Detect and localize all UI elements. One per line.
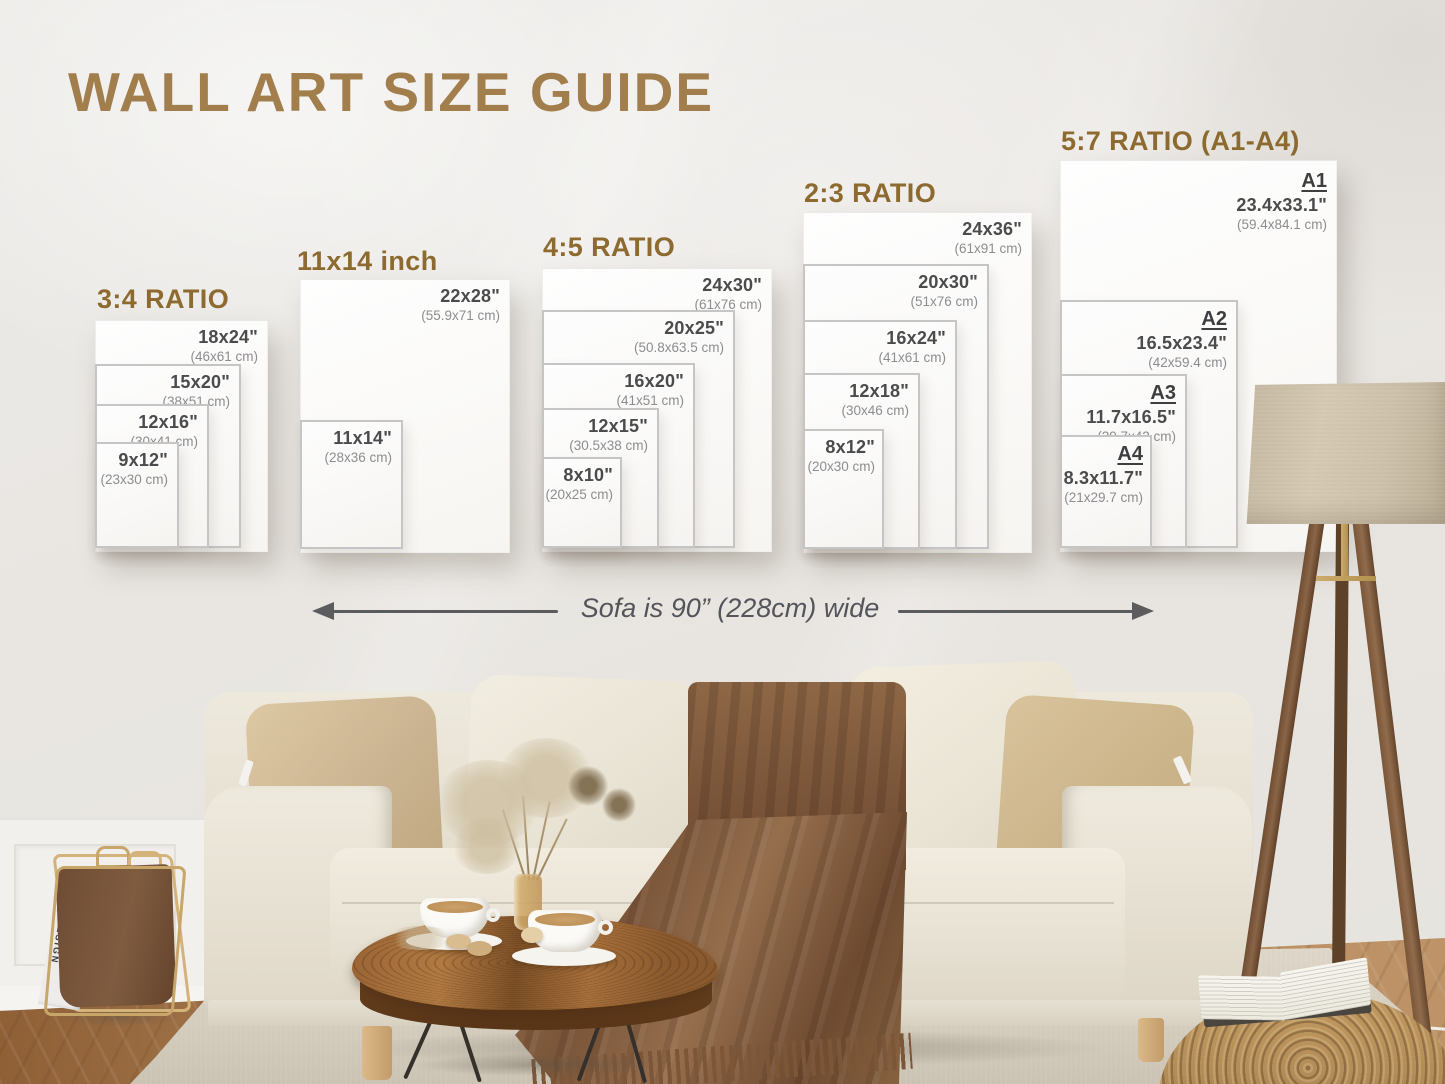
size-cm: (59.4x84.1 cm): [1236, 216, 1327, 232]
size-inches: 16.5x23.4": [1136, 333, 1227, 353]
macaron: [467, 941, 492, 956]
macaron: [446, 934, 471, 949]
arrow-line-right: [898, 610, 1134, 613]
size-cm: (41x61 cm): [878, 349, 946, 365]
size-inches: 23.4x33.1": [1236, 195, 1327, 215]
size-inches: 9x12": [118, 450, 168, 470]
dandelion-head: [568, 766, 608, 806]
page-title: WALL ART SIZE GUIDE: [68, 61, 715, 123]
cup-handle: [598, 920, 613, 935]
size-inches: 22x28": [440, 286, 500, 306]
size-cm: (55.9x71 cm): [421, 307, 500, 323]
size-cm: (30x46 cm): [841, 402, 909, 418]
size-cm: (30.5x38 cm): [569, 437, 648, 453]
poster-frame-a4: A4 8.3x11.7" (21x29.7 cm): [1060, 435, 1152, 548]
group-heading: 11x14 inch: [297, 246, 438, 276]
group-heading: 2:3 RATIO: [804, 178, 937, 208]
coffee-surface: [427, 901, 483, 913]
lamp-shade: [1246, 382, 1445, 524]
poster-frame-11x14: 11x14" (28x36 cm): [300, 420, 403, 549]
sofa-leg: [1138, 1018, 1164, 1062]
lamp-crossbar: [1316, 576, 1376, 581]
size-cm: (46x61 cm): [190, 348, 258, 364]
size-inches: 8x10": [563, 465, 613, 485]
size-inches: 8.3x11.7": [1063, 468, 1143, 488]
size-inches: 15x20": [170, 372, 230, 392]
size-cm: (41x51 cm): [616, 392, 684, 408]
poster-frame-8x12: 8x12" (20x30 cm): [803, 429, 884, 549]
arrow-line-left: [332, 610, 558, 613]
sofa-leg: [362, 1026, 392, 1080]
paper-size-code: A3: [1150, 382, 1176, 404]
size-cm: (50.8x63.5 cm): [633, 339, 724, 355]
size-inches: 8x12": [825, 437, 875, 457]
cup-handle: [486, 908, 500, 922]
arrow-right-icon: [1132, 602, 1154, 620]
size-inches: 24x30": [702, 275, 762, 295]
size-cm: (61x76 cm): [694, 296, 762, 312]
size-cm: (20x30 cm): [807, 458, 875, 474]
lamp-stem: [1341, 520, 1348, 580]
size-inches: 20x25": [664, 318, 724, 338]
table-shadow: [370, 1050, 710, 1080]
size-inches: 20x30": [918, 272, 978, 292]
size-cm: (51x76 cm): [910, 293, 978, 309]
group-heading: 3:4 RATIO: [97, 284, 230, 314]
size-inches: 12x18": [849, 381, 909, 401]
rack-frame-front: [43, 866, 187, 1016]
macaron: [521, 927, 543, 943]
gypsophila-scatter: [388, 926, 452, 950]
gypsophila-spray: [452, 818, 522, 874]
size-cm: (42x59.4 cm): [1148, 354, 1227, 370]
size-inches: 11.7x16.5": [1086, 407, 1176, 427]
size-inches: 16x24": [886, 328, 946, 348]
size-inches: 12x15": [588, 416, 648, 436]
coffee-surface: [535, 913, 595, 926]
paper-size-code: A2: [1201, 308, 1227, 330]
size-inches: 12x16": [138, 412, 198, 432]
poster-frame-9x12: 9x12" (23x30 cm): [95, 442, 179, 548]
book-page-left: [1197, 975, 1287, 1021]
saucer: [512, 946, 616, 966]
rack-shadow: [36, 1004, 202, 1030]
arrow-left-icon: [312, 602, 334, 620]
poster-frame-8x10: 8x10" (20x25 cm): [542, 457, 622, 548]
size-cm: (21x29.7 cm): [1064, 489, 1143, 505]
paper-size-code: A4: [1117, 443, 1143, 465]
group-heading: 4:5 RATIO: [543, 232, 676, 262]
size-inches: 11x14": [333, 428, 392, 448]
size-cm: (20x25 cm): [545, 486, 613, 502]
dandelion-head: [602, 788, 636, 822]
paper-size-code: A1: [1301, 170, 1327, 192]
size-cm: (28x36 cm): [324, 449, 392, 465]
size-cm: (61x91 cm): [954, 240, 1022, 256]
size-inches: 18x24": [198, 327, 258, 347]
size-inches: 24x36": [962, 219, 1022, 239]
size-cm: (23x30 cm): [100, 471, 168, 487]
sofa-width-label: Sofa is 90” (228cm) wide: [580, 593, 880, 623]
group-heading: 5:7 RATIO (A1-A4): [1061, 126, 1300, 156]
size-inches: 16x20": [624, 371, 684, 391]
